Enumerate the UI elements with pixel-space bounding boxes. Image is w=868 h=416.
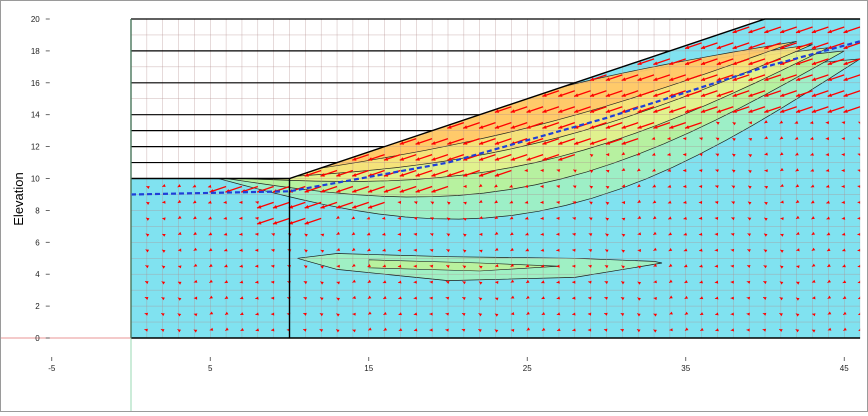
- y-tick-label: 20: [31, 15, 40, 24]
- x-tick-label: 5: [208, 364, 213, 373]
- y-tick-label: 0: [35, 334, 40, 343]
- y-tick-label: 18: [31, 47, 40, 56]
- y-tick-label: 12: [31, 143, 40, 152]
- y-tick-label: 16: [31, 79, 40, 88]
- y-tick-label: 4: [35, 270, 40, 279]
- y-tick-label: 14: [31, 111, 40, 120]
- x-tick-label: -5: [48, 364, 56, 373]
- x-tick-label: 45: [840, 364, 849, 373]
- y-tick-label: 10: [31, 175, 40, 184]
- x-tick-label: 35: [681, 364, 690, 373]
- y-tick-label: 8: [35, 206, 40, 215]
- y-axis-title: Elevation: [11, 172, 26, 225]
- y-tick-label: 2: [35, 302, 40, 311]
- y-tick-label: 6: [35, 238, 40, 247]
- x-tick-label: 25: [523, 364, 532, 373]
- x-tick-label: 15: [364, 364, 373, 373]
